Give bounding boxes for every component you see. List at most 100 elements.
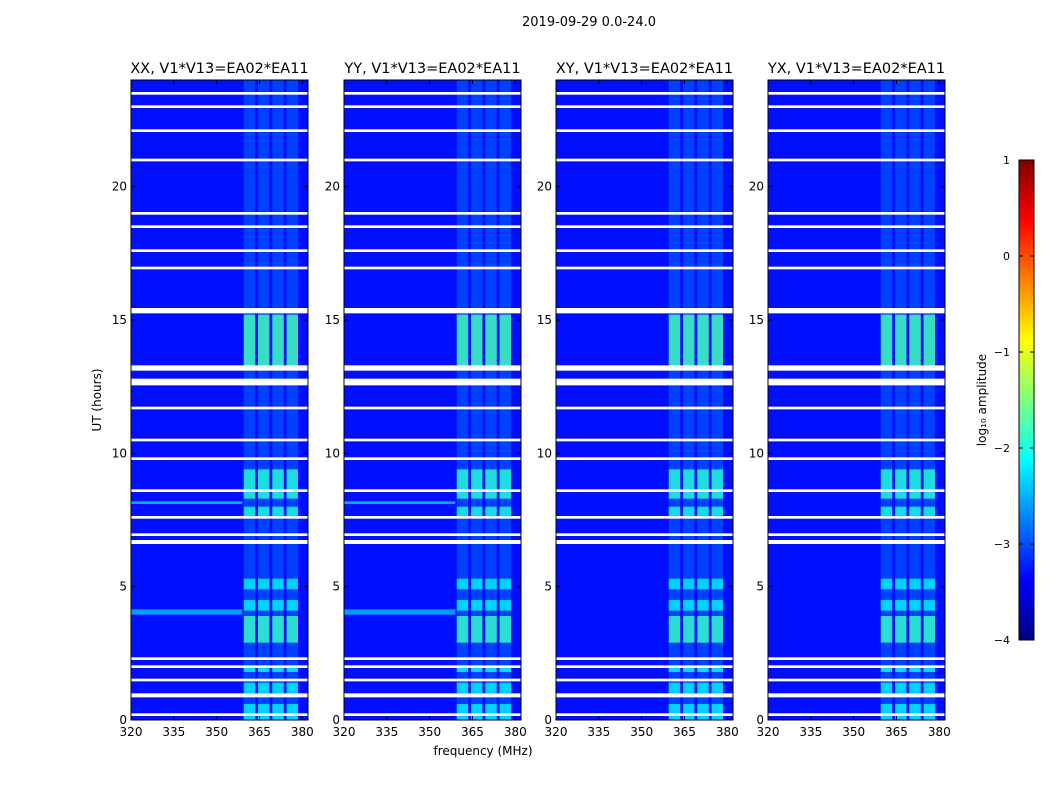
heatmap-column [880, 80, 893, 720]
flagged-row [131, 129, 308, 132]
y-tick-label: 0 [332, 713, 340, 727]
flagged-row [556, 489, 733, 492]
flagged-row [768, 406, 945, 410]
panel-1: YY, V1*V13=EA02*EA11 320 335 350 365 380 0 5 10 1… [325, 61, 527, 739]
x-axis-label: frequency (MHz) [433, 744, 532, 758]
heatmap-cell [711, 506, 724, 518]
panel-frame [343, 79, 522, 721]
flagged-row [556, 533, 733, 536]
heatmap-cell [471, 704, 483, 720]
heatmap-stripe [344, 501, 456, 504]
heatmap-cell [909, 600, 921, 611]
flagged-row [344, 406, 521, 410]
heatmap-cell [499, 506, 512, 518]
flagged-row [344, 489, 521, 492]
heatmap-cell [499, 682, 512, 694]
heatmap-cell [880, 682, 893, 694]
heatmap-cell [272, 506, 284, 518]
x-tick-label: 380 [716, 725, 739, 739]
heatmap-cell [895, 469, 907, 499]
heatmap-cell [471, 600, 483, 611]
flagged-row [344, 212, 521, 215]
heatmap-column [668, 80, 681, 720]
flagged-row [556, 457, 733, 460]
heatmap-cell [923, 314, 936, 368]
heatmap-cell [711, 682, 724, 694]
panel-3: YX, V1*V13=EA02*EA11 320 335 350 365 380 0 5 10 1… [749, 61, 951, 739]
heatmap-cell [456, 469, 469, 499]
heatmap-cell [895, 600, 907, 611]
flagged-row [556, 713, 733, 716]
heatmap-column [286, 80, 299, 720]
flagged-row [556, 158, 733, 162]
heatmap-cell [668, 682, 681, 694]
y-tick-label: 20 [537, 180, 552, 194]
heatmap-cell [909, 578, 921, 590]
flagged-row [768, 489, 945, 492]
y-tick-label: 20 [112, 180, 127, 194]
y-tick-label: 0 [119, 713, 127, 727]
heatmap-cell [909, 506, 921, 518]
heatmap-cell [895, 704, 907, 720]
heatmap-cell [499, 704, 512, 720]
heatmap-cell [499, 314, 512, 368]
heatmap-cell [499, 578, 512, 590]
flagged-row [556, 308, 733, 314]
heatmap-cell [258, 578, 270, 590]
x-tick-label: 365 [673, 725, 696, 739]
flagged-row [556, 438, 733, 442]
flagged-row [768, 693, 945, 698]
heatmap-cell [683, 682, 695, 694]
x-tick-label: 365 [885, 725, 908, 739]
heatmap-cell [243, 506, 256, 518]
flagged-row [344, 225, 521, 228]
flagged-row [768, 516, 945, 519]
heatmap-cell [668, 616, 681, 643]
x-tick-label: 350 [630, 725, 653, 739]
x-tick-label: 350 [842, 725, 865, 739]
flagged-row [344, 516, 521, 519]
flagged-row [556, 105, 733, 108]
heatmap-cell [923, 600, 936, 611]
x-tick-label: 320 [545, 725, 568, 739]
flagged-row [131, 406, 308, 410]
heatmap-cell [456, 506, 469, 518]
flagged-row [131, 158, 308, 162]
heatmap-column [258, 80, 270, 720]
figure-title: 2019-09-29 0.0-24.0 [522, 15, 656, 30]
heatmap-cell [499, 469, 512, 499]
heatmap-column [272, 80, 284, 720]
heatmap-cell [243, 314, 256, 368]
heatmap-cell [272, 469, 284, 499]
colorbar-tick-label: 0 [1003, 250, 1010, 263]
panel-frame [130, 79, 309, 721]
heatmap-cell [471, 506, 483, 518]
flagged-row [556, 129, 733, 132]
heatmap-cell [711, 600, 724, 611]
flagged-row [131, 105, 308, 108]
heatmap-cell [485, 600, 497, 611]
heatmap-cell [471, 666, 483, 672]
flagged-row [131, 533, 308, 536]
flagged-row [344, 129, 521, 132]
flagged-row [768, 540, 945, 544]
heatmap-cell [668, 704, 681, 720]
flagged-row [344, 92, 521, 95]
heatmap-cell [683, 666, 695, 672]
heatmap-cell [683, 314, 695, 368]
heatmap-cell [243, 600, 256, 611]
heatmap-cell [895, 578, 907, 590]
heatmap-cell [485, 578, 497, 590]
heatmap-cell [923, 506, 936, 518]
flagged-row [768, 249, 945, 252]
x-tick-label: 335 [587, 725, 610, 739]
flagged-row [768, 225, 945, 228]
colorbar-ticks: 1 0 −1 −2 −3 −4 [994, 154, 1034, 647]
heatmap-cell [697, 682, 709, 694]
x-tick-label: 335 [799, 725, 822, 739]
heatmap-cell [272, 682, 284, 694]
heatmap-cell [272, 616, 284, 643]
heatmap-cell [711, 704, 724, 720]
x-tick-label: 350 [205, 725, 228, 739]
